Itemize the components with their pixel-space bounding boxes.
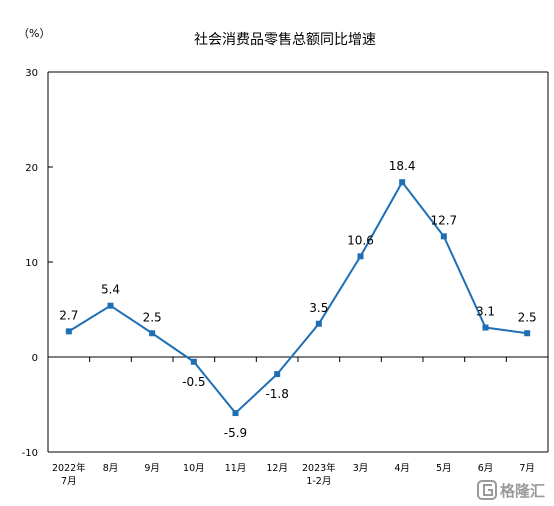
data-label: 3.1: [476, 305, 495, 319]
data-labels-group: 2.7 5.4 2.5 -0.5 -5.9 -1.8 3.5 10.6 18.4 12.7 3.1 2…: [59, 159, 536, 440]
y-tick-label: 30: [25, 68, 38, 79]
gelonghui-logo-icon: [477, 480, 497, 500]
data-label: 12.7: [430, 213, 457, 227]
x-axis-ticks: 2022年 7月 8月 9月 10月 11月 12月 2023年 1-2月 3月 4月 5月 6月 7月: [47, 357, 549, 487]
x-tick-label: 9月: [144, 463, 160, 474]
data-label: 10.6: [347, 233, 374, 247]
x-tick-label: 10月: [183, 463, 205, 474]
chart-title: 社会消费品零售总额同比增速: [194, 32, 376, 48]
series-points-group: [65, 179, 531, 417]
data-point: [190, 358, 197, 365]
data-point: [232, 410, 239, 417]
data-label: 18.4: [389, 159, 416, 173]
x-tick-label: 6月: [478, 463, 494, 474]
data-label: 3.5: [309, 301, 328, 315]
data-point: [315, 320, 322, 327]
x-tick-label: 12月: [266, 463, 288, 474]
data-point: [107, 302, 114, 309]
data-label: 5.4: [101, 283, 120, 297]
y-axis-unit: （%）: [18, 27, 50, 40]
data-label: 2.7: [59, 308, 78, 322]
data-point: [399, 179, 406, 186]
x-tick-label: 2023年 1-2月: [302, 462, 336, 487]
watermark: 格隆汇: [477, 480, 545, 500]
data-point: [482, 324, 489, 331]
x-tick-label: 11月: [225, 463, 247, 474]
x-tick-label: 4月: [394, 463, 410, 474]
y-tick-label: 20: [25, 163, 38, 174]
data-label: -1.8: [265, 387, 288, 401]
data-label: 2.5: [518, 310, 537, 324]
data-point: [440, 233, 447, 240]
data-point: [274, 371, 281, 378]
y-tick-label: 10: [25, 258, 38, 269]
y-tick-label: 0: [32, 353, 38, 364]
data-label: 2.5: [143, 310, 162, 324]
y-tick-label: -10: [22, 448, 38, 459]
plot-area: [47, 71, 549, 453]
series-line: [68, 180, 528, 415]
data-point: [357, 253, 364, 260]
x-tick-label: 3月: [353, 463, 369, 474]
x-tick-label: 7月: [519, 463, 535, 474]
data-label: -0.5: [182, 375, 205, 389]
data-point: [65, 328, 72, 335]
series-line-group: [68, 180, 528, 415]
x-tick-label: 5月: [436, 463, 452, 474]
x-tick-label: 2022年 7月: [52, 462, 86, 487]
data-point: [149, 330, 156, 337]
x-tick-label: 8月: [103, 463, 119, 474]
data-label: -5.9: [224, 426, 247, 440]
data-point: [524, 330, 531, 337]
watermark-text: 格隆汇: [500, 482, 545, 500]
